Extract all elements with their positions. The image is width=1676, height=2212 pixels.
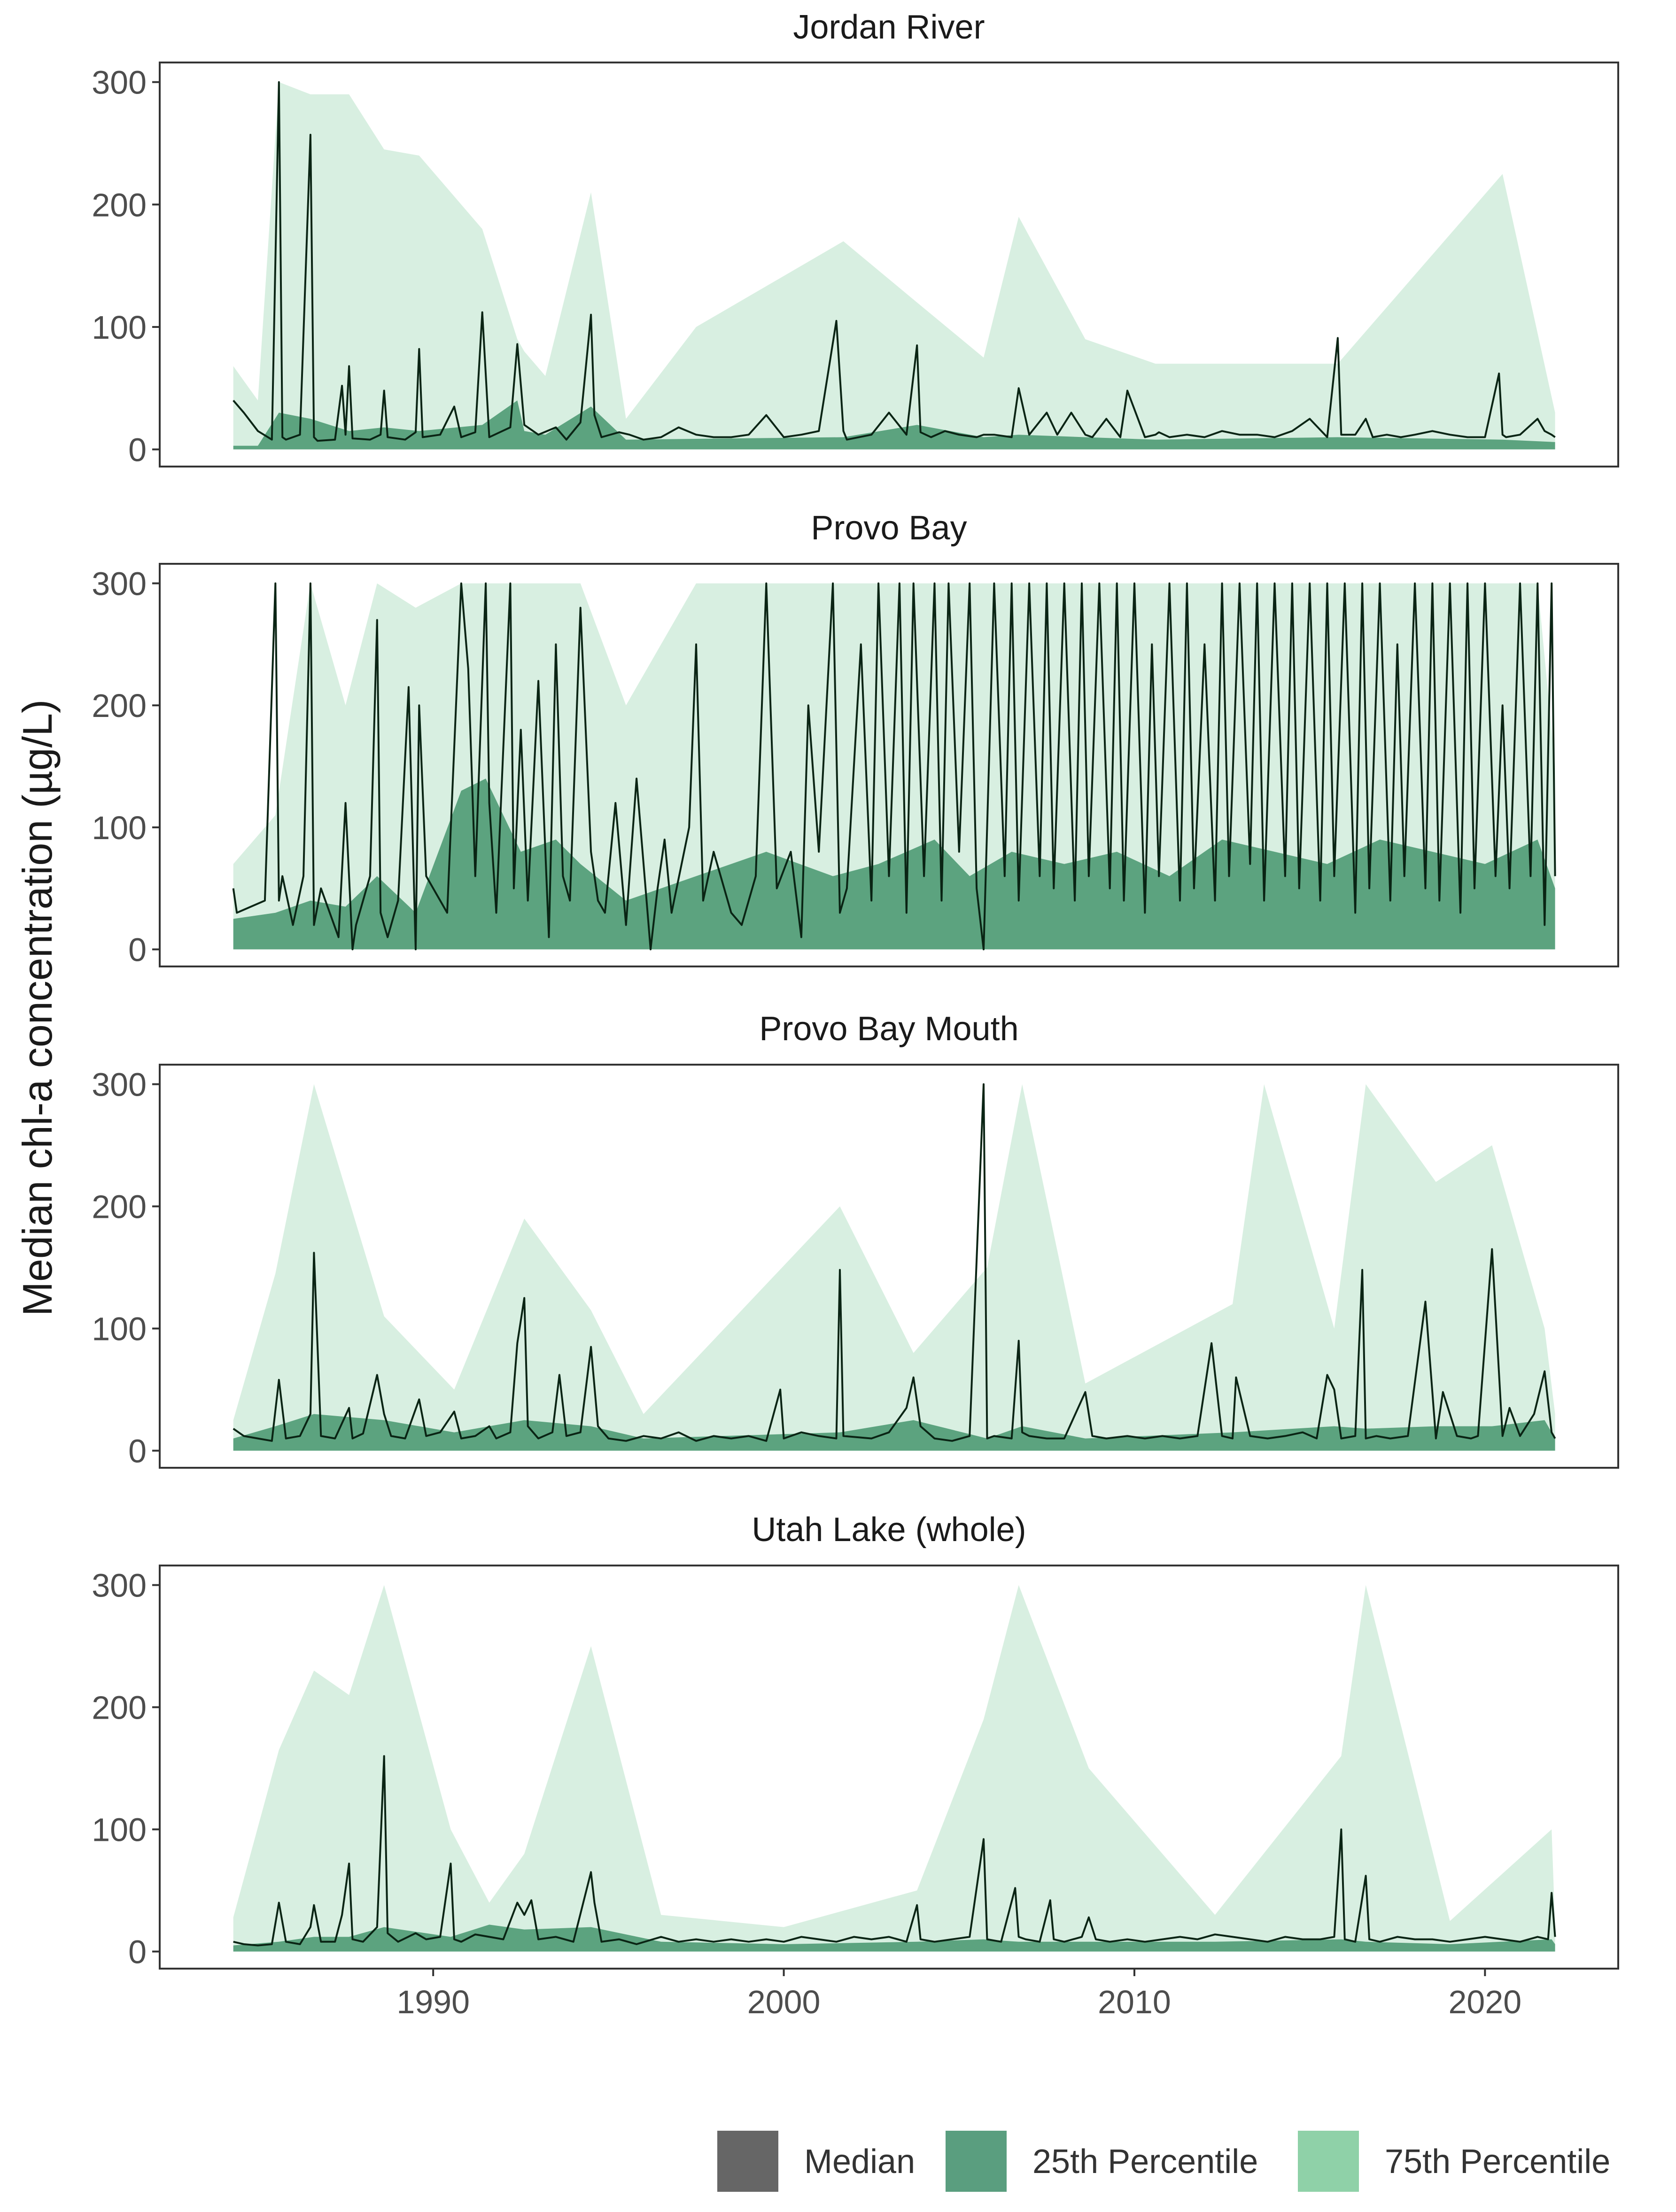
y-tick-label: 200 xyxy=(92,1189,147,1225)
x-tick-label: 2020 xyxy=(1449,1984,1522,2020)
p75-area xyxy=(233,82,1555,450)
y-tick-label: 200 xyxy=(92,187,147,223)
p75-area xyxy=(233,1084,1555,1451)
panel-title: Utah Lake (whole) xyxy=(752,1511,1026,1549)
plot-area xyxy=(233,1083,1556,1451)
x-tick-label: 2000 xyxy=(747,1984,821,2020)
median-line xyxy=(233,1083,1556,1442)
y-tick-label: 0 xyxy=(128,1433,147,1470)
y-tick-label: 200 xyxy=(92,687,147,724)
facet-panels: Jordan River 0 100 200 300 Provo Bay 0 100 200 30… xyxy=(92,8,1619,1971)
panel-title: Provo Bay Mouth xyxy=(759,1010,1018,1048)
x-tick-label: 2010 xyxy=(1098,1984,1171,2020)
panel-utah-lake-whole: Utah Lake (whole) 0 100 200 300 xyxy=(92,1511,1619,1971)
panel-title: Provo Bay xyxy=(811,509,967,547)
legend-item-75th-percentile: 75th Percentile xyxy=(1298,2131,1610,2192)
legend-item-median: Median xyxy=(717,2131,915,2192)
legend-key xyxy=(946,2131,1007,2192)
y-tick-label: 300 xyxy=(92,1567,147,1604)
y-tick-label: 300 xyxy=(92,566,147,602)
y-tick-label: 100 xyxy=(92,1812,147,1848)
p25-area xyxy=(233,1924,1555,1952)
panel-jordan-river: Jordan River 0 100 200 300 xyxy=(92,8,1619,468)
panel-provo-bay: Provo Bay 0 100 200 300 xyxy=(92,509,1619,968)
plot-area xyxy=(233,81,1556,450)
p25-area xyxy=(233,779,1555,950)
y-tick-label: 100 xyxy=(92,810,147,846)
median-line xyxy=(233,81,1556,442)
y-tick-label: 200 xyxy=(92,1690,147,1726)
y-tick-label: 0 xyxy=(128,1934,147,1971)
y-tick-label: 0 xyxy=(128,432,147,468)
legend-label: 75th Percentile xyxy=(1385,2143,1610,2181)
panel-border xyxy=(159,62,1619,467)
plot-area xyxy=(232,582,1556,950)
legend: Median 25th Percentile 75th Percentile xyxy=(717,2131,1610,2192)
legend-label: Median xyxy=(804,2143,915,2181)
x-tick-label: 1990 xyxy=(396,1984,470,2020)
y-tick-label: 0 xyxy=(128,932,147,968)
panel-title: Jordan River xyxy=(793,8,985,46)
y-tick-label: 100 xyxy=(92,309,147,346)
y-tick-label: 300 xyxy=(92,1067,147,1103)
panel-border xyxy=(159,1565,1619,1970)
y-axis-title: Median chl-a concentration (µg/L) xyxy=(14,700,61,1316)
legend-item-25th-percentile: 25th Percentile xyxy=(946,2131,1258,2192)
median-line xyxy=(233,1755,1556,1947)
plot-area xyxy=(233,1585,1556,1952)
p25-area xyxy=(233,1414,1555,1451)
y-tick-label: 300 xyxy=(92,64,147,101)
x-axis: 1990 2000 2010 2020 xyxy=(396,1969,1521,2020)
y-tick-label: 100 xyxy=(92,1311,147,1347)
p75-area xyxy=(233,1585,1555,1952)
legend-key xyxy=(1298,2131,1359,2192)
panel-provo-bay-mouth: Provo Bay Mouth 0 100 200 300 xyxy=(92,1010,1619,1470)
legend-label: 25th Percentile xyxy=(1032,2143,1258,2181)
median-line xyxy=(232,582,1556,950)
panel-border xyxy=(159,563,1619,967)
panel-border xyxy=(159,1064,1619,1469)
legend-key xyxy=(717,2131,778,2192)
